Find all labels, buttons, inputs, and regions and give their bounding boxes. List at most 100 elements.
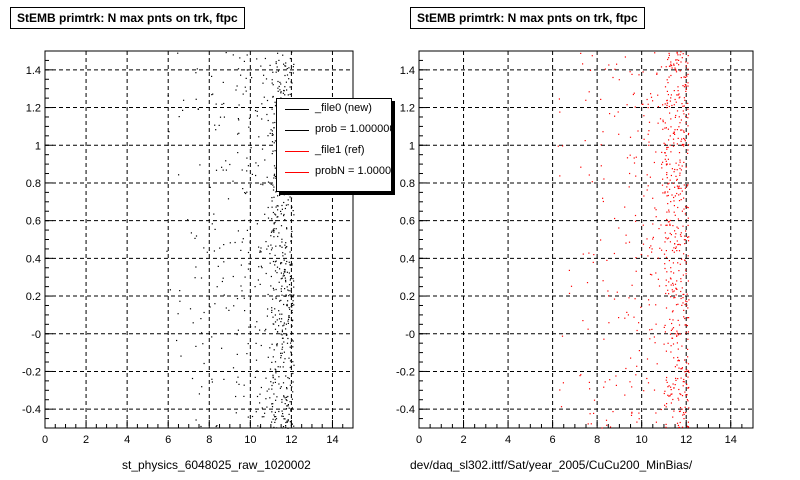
data-point <box>685 383 688 386</box>
data-point <box>679 167 681 170</box>
data-point <box>673 357 675 359</box>
data-point <box>280 83 282 85</box>
data-point <box>285 323 287 325</box>
data-point <box>178 116 180 118</box>
data-point <box>279 387 281 389</box>
data-point <box>684 187 686 189</box>
data-point <box>687 331 689 333</box>
data-point <box>680 377 682 379</box>
data-point <box>276 396 278 398</box>
data-point <box>650 245 652 247</box>
data-point <box>588 381 590 383</box>
data-point <box>284 358 286 360</box>
data-point <box>677 378 679 380</box>
data-point <box>672 383 674 385</box>
data-point <box>685 122 687 124</box>
data-point <box>285 399 287 401</box>
data-point <box>288 78 290 80</box>
data-point <box>670 345 672 347</box>
data-point <box>237 376 239 378</box>
data-point <box>648 130 650 132</box>
data-point <box>277 87 279 89</box>
data-point <box>287 377 289 379</box>
data-point <box>687 370 689 372</box>
data-point <box>286 68 288 70</box>
data-point <box>263 74 265 76</box>
data-point <box>559 111 561 113</box>
data-point <box>293 214 295 216</box>
data-point <box>261 267 263 269</box>
data-point <box>681 345 683 347</box>
data-point <box>685 394 687 396</box>
data-point <box>271 130 273 132</box>
data-point <box>671 393 673 395</box>
data-point <box>666 224 668 226</box>
data-point <box>670 271 672 273</box>
y-tick-label: 1.2 <box>26 103 41 115</box>
data-point <box>629 381 631 383</box>
data-point <box>677 94 679 96</box>
data-point <box>687 400 689 402</box>
data-point <box>640 253 642 256</box>
data-point <box>605 419 608 421</box>
data-point <box>687 236 689 238</box>
data-point <box>195 266 197 268</box>
data-point <box>280 321 282 323</box>
data-point <box>237 68 240 70</box>
data-point <box>291 354 293 356</box>
data-point <box>670 74 672 77</box>
data-point <box>223 294 225 296</box>
data-point <box>613 298 616 300</box>
data-point <box>291 312 293 314</box>
legend-entry-prob: prob = 1.000000 <box>277 120 391 141</box>
data-point <box>291 51 293 53</box>
y-tick-label: -0.2 <box>22 366 41 378</box>
data-point <box>671 289 673 291</box>
data-point <box>269 397 271 399</box>
data-point <box>269 64 271 66</box>
data-point <box>273 231 275 233</box>
data-point <box>677 356 679 359</box>
data-point <box>678 64 680 66</box>
data-point <box>189 308 192 310</box>
data-point <box>670 386 672 388</box>
data-point <box>222 169 224 171</box>
y-tick-label: 0.2 <box>400 291 415 303</box>
data-point <box>229 163 231 166</box>
data-point <box>261 148 264 150</box>
data-point <box>287 405 289 407</box>
data-point <box>674 133 676 135</box>
data-point <box>285 408 288 410</box>
data-point <box>275 62 277 65</box>
data-point <box>626 157 629 159</box>
data-point <box>593 399 596 401</box>
data-point <box>240 249 242 251</box>
data-point <box>665 155 667 157</box>
data-point <box>260 65 262 67</box>
data-point <box>674 283 677 285</box>
data-point <box>683 131 685 133</box>
data-point <box>281 318 283 320</box>
data-point <box>657 257 659 259</box>
data-point <box>236 298 239 300</box>
data-point <box>183 99 185 101</box>
data-point <box>211 223 213 225</box>
data-point <box>289 366 291 369</box>
data-point <box>681 367 683 369</box>
data-point <box>680 368 682 370</box>
data-point <box>633 157 635 159</box>
data-point <box>271 197 273 199</box>
data-point <box>291 398 293 400</box>
data-point <box>681 408 683 410</box>
data-point <box>277 216 279 218</box>
data-point <box>668 57 670 59</box>
data-point <box>267 245 269 247</box>
data-point <box>662 119 664 121</box>
data-point <box>688 132 690 135</box>
data-point <box>280 272 282 274</box>
data-point <box>267 308 269 310</box>
data-point <box>686 293 688 295</box>
data-point <box>237 329 239 331</box>
data-point <box>260 386 262 389</box>
data-point <box>235 412 237 414</box>
